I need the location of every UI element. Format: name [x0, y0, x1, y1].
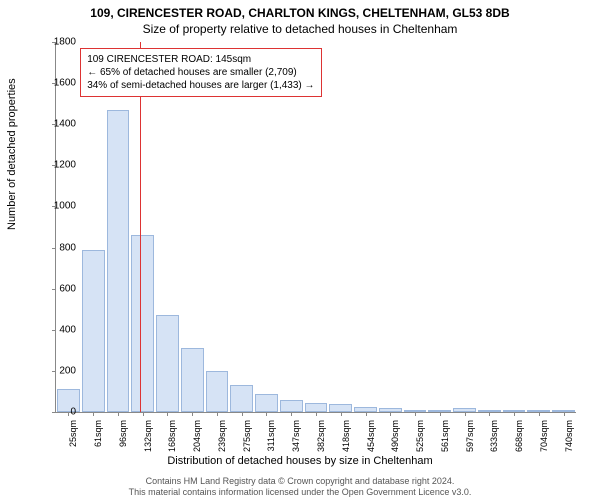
x-tick-label: 61sqm: [93, 420, 103, 456]
x-tick-mark: [143, 412, 144, 416]
x-tick-mark: [167, 412, 168, 416]
y-tick-label: 800: [36, 242, 76, 253]
x-tick-label: 418sqm: [341, 420, 351, 456]
histogram-bar: [107, 110, 130, 412]
y-tick-label: 0: [36, 407, 76, 418]
x-tick-mark: [489, 412, 490, 416]
x-tick-label: 311sqm: [266, 420, 276, 456]
x-tick-label: 704sqm: [539, 420, 549, 456]
histogram-bar: [206, 371, 229, 412]
x-tick-mark: [390, 412, 391, 416]
x-tick-label: 132sqm: [143, 420, 153, 456]
x-tick-label: 382sqm: [316, 420, 326, 456]
x-tick-label: 275sqm: [242, 420, 252, 456]
x-tick-label: 204sqm: [192, 420, 202, 456]
x-tick-mark: [539, 412, 540, 416]
y-tick-label: 1800: [36, 37, 76, 48]
footer-line2: This material contains information licen…: [0, 487, 600, 498]
x-tick-mark: [316, 412, 317, 416]
x-tick-label: 597sqm: [465, 420, 475, 456]
annotation-line: 34% of semi-detached houses are larger (…: [87, 79, 314, 92]
x-tick-mark: [291, 412, 292, 416]
histogram-bar: [329, 404, 352, 412]
y-tick-label: 1200: [36, 160, 76, 171]
x-tick-mark: [415, 412, 416, 416]
x-tick-label: 168sqm: [167, 420, 177, 456]
y-tick-label: 200: [36, 365, 76, 376]
x-tick-label: 347sqm: [291, 420, 301, 456]
chart-container: 109, CIRENCESTER ROAD, CHARLTON KINGS, C…: [0, 0, 600, 500]
y-tick-label: 1000: [36, 201, 76, 212]
x-axis-label: Distribution of detached houses by size …: [0, 455, 600, 467]
footer-line1: Contains HM Land Registry data © Crown c…: [0, 476, 600, 487]
reference-line: [140, 42, 141, 412]
annotation-box: 109 CIRENCESTER ROAD: 145sqm← 65% of det…: [80, 48, 321, 97]
histogram-bar: [131, 235, 154, 412]
x-tick-mark: [93, 412, 94, 416]
histogram-bar: [82, 250, 105, 412]
histogram-bar: [156, 315, 179, 412]
x-tick-mark: [514, 412, 515, 416]
histogram-bar: [305, 403, 328, 412]
annotation-line: 109 CIRENCESTER ROAD: 145sqm: [87, 53, 314, 66]
y-axis-label: Number of detached properties: [6, 78, 18, 230]
x-tick-label: 525sqm: [415, 420, 425, 456]
footer-attribution: Contains HM Land Registry data © Crown c…: [0, 476, 600, 498]
x-tick-label: 740sqm: [564, 420, 574, 456]
x-tick-mark: [217, 412, 218, 416]
annotation-line: ← 65% of detached houses are smaller (2,…: [87, 66, 314, 79]
y-tick-label: 400: [36, 324, 76, 335]
x-tick-mark: [266, 412, 267, 416]
x-tick-label: 96sqm: [118, 420, 128, 456]
x-tick-label: 454sqm: [366, 420, 376, 456]
x-tick-mark: [366, 412, 367, 416]
x-tick-label: 490sqm: [390, 420, 400, 456]
x-tick-mark: [242, 412, 243, 416]
y-tick-label: 1400: [36, 119, 76, 130]
x-tick-mark: [440, 412, 441, 416]
histogram-bar: [181, 348, 204, 412]
x-tick-mark: [192, 412, 193, 416]
y-tick-label: 600: [36, 283, 76, 294]
chart-subtitle: Size of property relative to detached ho…: [0, 20, 600, 36]
x-tick-mark: [118, 412, 119, 416]
x-tick-label: 633sqm: [489, 420, 499, 456]
x-tick-mark: [564, 412, 565, 416]
x-tick-mark: [465, 412, 466, 416]
x-tick-mark: [341, 412, 342, 416]
x-tick-label: 561sqm: [440, 420, 450, 456]
y-tick-label: 1600: [36, 78, 76, 89]
histogram-bar: [280, 400, 303, 412]
chart-plot-area: 25sqm61sqm96sqm132sqm168sqm204sqm239sqm2…: [55, 42, 575, 412]
x-tick-label: 25sqm: [68, 420, 78, 456]
x-tick-label: 239sqm: [217, 420, 227, 456]
histogram-bar: [255, 394, 278, 413]
plot-area: 25sqm61sqm96sqm132sqm168sqm204sqm239sqm2…: [55, 42, 576, 413]
histogram-bar: [230, 385, 253, 412]
x-tick-label: 668sqm: [514, 420, 524, 456]
chart-title-address: 109, CIRENCESTER ROAD, CHARLTON KINGS, C…: [0, 0, 600, 20]
